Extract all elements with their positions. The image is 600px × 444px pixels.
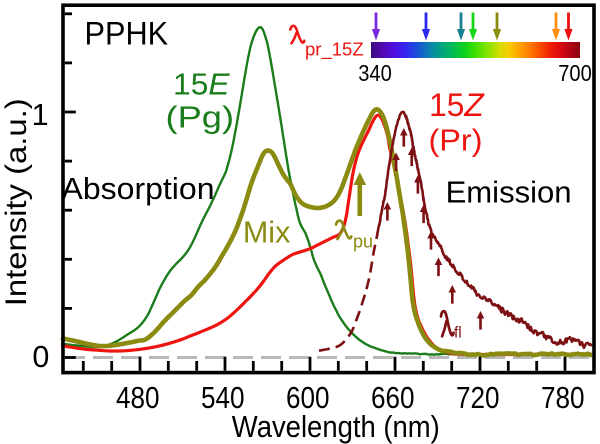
- svg-text:720: 720: [456, 381, 500, 415]
- svg-text:Absorption: Absorption: [62, 171, 215, 206]
- svg-text:340: 340: [358, 60, 392, 86]
- svg-text:Intensity (a.u.): Intensity (a.u.): [0, 98, 33, 306]
- svg-text:780: 780: [541, 381, 585, 415]
- svg-text:540: 540: [201, 381, 245, 415]
- svg-text:15E: 15E: [173, 66, 230, 101]
- svg-text:1: 1: [32, 98, 49, 132]
- svg-text:0: 0: [32, 340, 49, 374]
- svg-text:pu: pu: [353, 232, 373, 252]
- svg-text:Wavelength (nm): Wavelength (nm): [232, 410, 440, 444]
- svg-text:PPHK: PPHK: [85, 16, 169, 52]
- svg-text:660: 660: [371, 381, 415, 415]
- svg-text:480: 480: [116, 381, 160, 415]
- svg-text:700: 700: [558, 60, 592, 86]
- svg-text:fl: fl: [454, 324, 462, 341]
- svg-text:15Z: 15Z: [429, 87, 485, 123]
- svg-text:pr_15Z: pr_15Z: [305, 39, 364, 61]
- svg-text:(Pr): (Pr): [429, 123, 483, 158]
- svg-text:600: 600: [286, 381, 330, 415]
- svg-text:(Pg): (Pg): [166, 100, 235, 135]
- svg-text:Emission: Emission: [446, 175, 572, 210]
- svg-text:Mix: Mix: [243, 214, 291, 249]
